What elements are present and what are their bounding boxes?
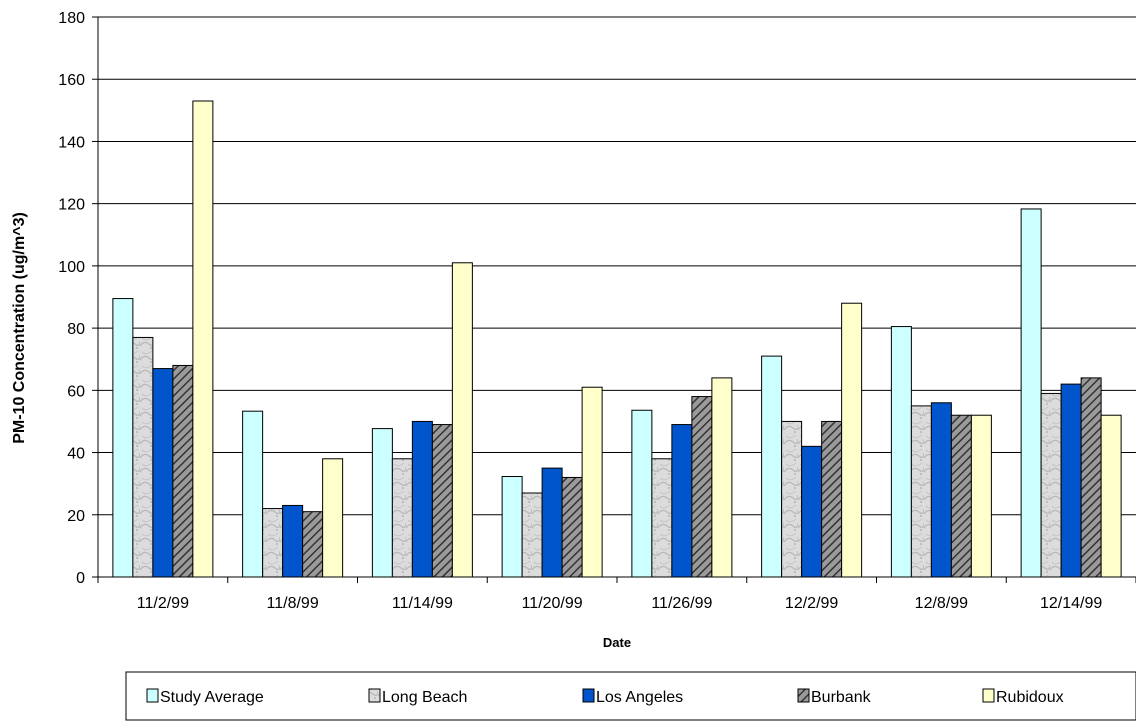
legend-label: Long Beach <box>382 689 467 706</box>
bar-los-angeles <box>152 368 174 578</box>
y-tick-label: 100 <box>58 259 85 276</box>
legend-box <box>125 671 1136 721</box>
bar-rubidoux <box>970 414 992 578</box>
x-tick-label: 12/8/99 <box>915 595 968 612</box>
x-axis-title: Date <box>603 635 631 650</box>
y-tick-label: 60 <box>67 383 85 400</box>
x-tick-label: 11/20/99 <box>522 595 583 612</box>
legend-label: Study Average <box>160 689 264 706</box>
bar-los-angeles <box>930 402 952 578</box>
bar-burbank <box>561 476 583 578</box>
legend-label: Los Angeles <box>596 689 683 706</box>
y-tick-label: 140 <box>58 134 85 151</box>
bar-los-angeles <box>1060 383 1082 578</box>
bar-long-beach <box>132 336 154 578</box>
bar-los-angeles <box>411 420 433 578</box>
legend-swatch <box>582 688 595 703</box>
legend-label: Rubidoux <box>996 689 1064 706</box>
x-tick-label: 12/2/99 <box>785 595 838 612</box>
legend-swatch <box>368 688 381 703</box>
y-tick-label: 0 <box>76 570 85 587</box>
bar-study-average <box>1020 208 1042 578</box>
bar-burbank <box>691 396 713 578</box>
x-axis-ticks: 11/2/99 11/8/99 11/14/99 11/20/99 11/26/99 12… <box>97 577 1136 612</box>
y-tick-label: 80 <box>67 321 85 338</box>
bar-study-average <box>890 326 912 578</box>
bar-burbank <box>172 364 194 578</box>
legend-label: Burbank <box>811 689 872 706</box>
bar-burbank <box>1080 377 1102 578</box>
bar-burbank <box>302 511 324 578</box>
bar-study-average <box>631 409 653 578</box>
bar-rubidoux <box>711 377 733 578</box>
x-tick-label: 11/26/99 <box>651 595 712 612</box>
bar-rubidoux <box>192 100 214 578</box>
bar-study-average <box>242 410 264 578</box>
bar-long-beach <box>521 492 543 578</box>
legend-swatch <box>797 688 810 703</box>
bars <box>112 100 1122 578</box>
legend-swatch <box>146 688 159 703</box>
bar-los-angeles <box>282 504 304 578</box>
x-tick-label: 11/8/99 <box>267 595 319 612</box>
bar-long-beach <box>781 420 803 578</box>
gridlines <box>98 16 1136 516</box>
y-tick-label: 20 <box>67 508 85 525</box>
y-axis-ticks: 0 20 40 60 80 100 120 140 160 180 <box>58 10 98 587</box>
x-tick-label: 11/14/99 <box>392 595 453 612</box>
bar-los-angeles <box>671 424 693 578</box>
bar-study-average <box>501 476 523 578</box>
y-tick-label: 160 <box>58 72 85 89</box>
bar-study-average <box>371 428 393 578</box>
bar-long-beach <box>651 458 673 578</box>
bar-long-beach <box>262 508 284 578</box>
y-axis-title: PM-10 Concentration (ug/m^3) <box>11 212 28 444</box>
bar-rubidoux <box>322 458 344 578</box>
bar-los-angeles <box>541 467 563 578</box>
x-tick-label: 12/14/99 <box>1040 595 1102 612</box>
legend: Study Average Long Beach Los Angeles Burban… <box>125 671 1136 721</box>
bar-burbank <box>950 414 972 578</box>
bar-rubidoux <box>1100 414 1122 578</box>
bar-long-beach <box>910 405 932 578</box>
bar-burbank <box>821 420 843 578</box>
bar-long-beach <box>1040 392 1062 578</box>
legend-swatch <box>982 688 995 703</box>
bar-long-beach <box>391 458 413 578</box>
y-tick-label: 40 <box>67 446 85 463</box>
x-tick-label: 11/2/99 <box>137 595 189 612</box>
bar-rubidoux <box>841 302 863 578</box>
bar-study-average <box>112 298 134 578</box>
bar-rubidoux <box>581 386 603 578</box>
y-tick-label: 120 <box>58 197 85 214</box>
bar-rubidoux <box>451 262 473 578</box>
bar-study-average <box>761 355 783 578</box>
bar-los-angeles <box>801 445 823 578</box>
bar-burbank <box>431 424 453 578</box>
y-tick-label: 180 <box>58 10 85 27</box>
